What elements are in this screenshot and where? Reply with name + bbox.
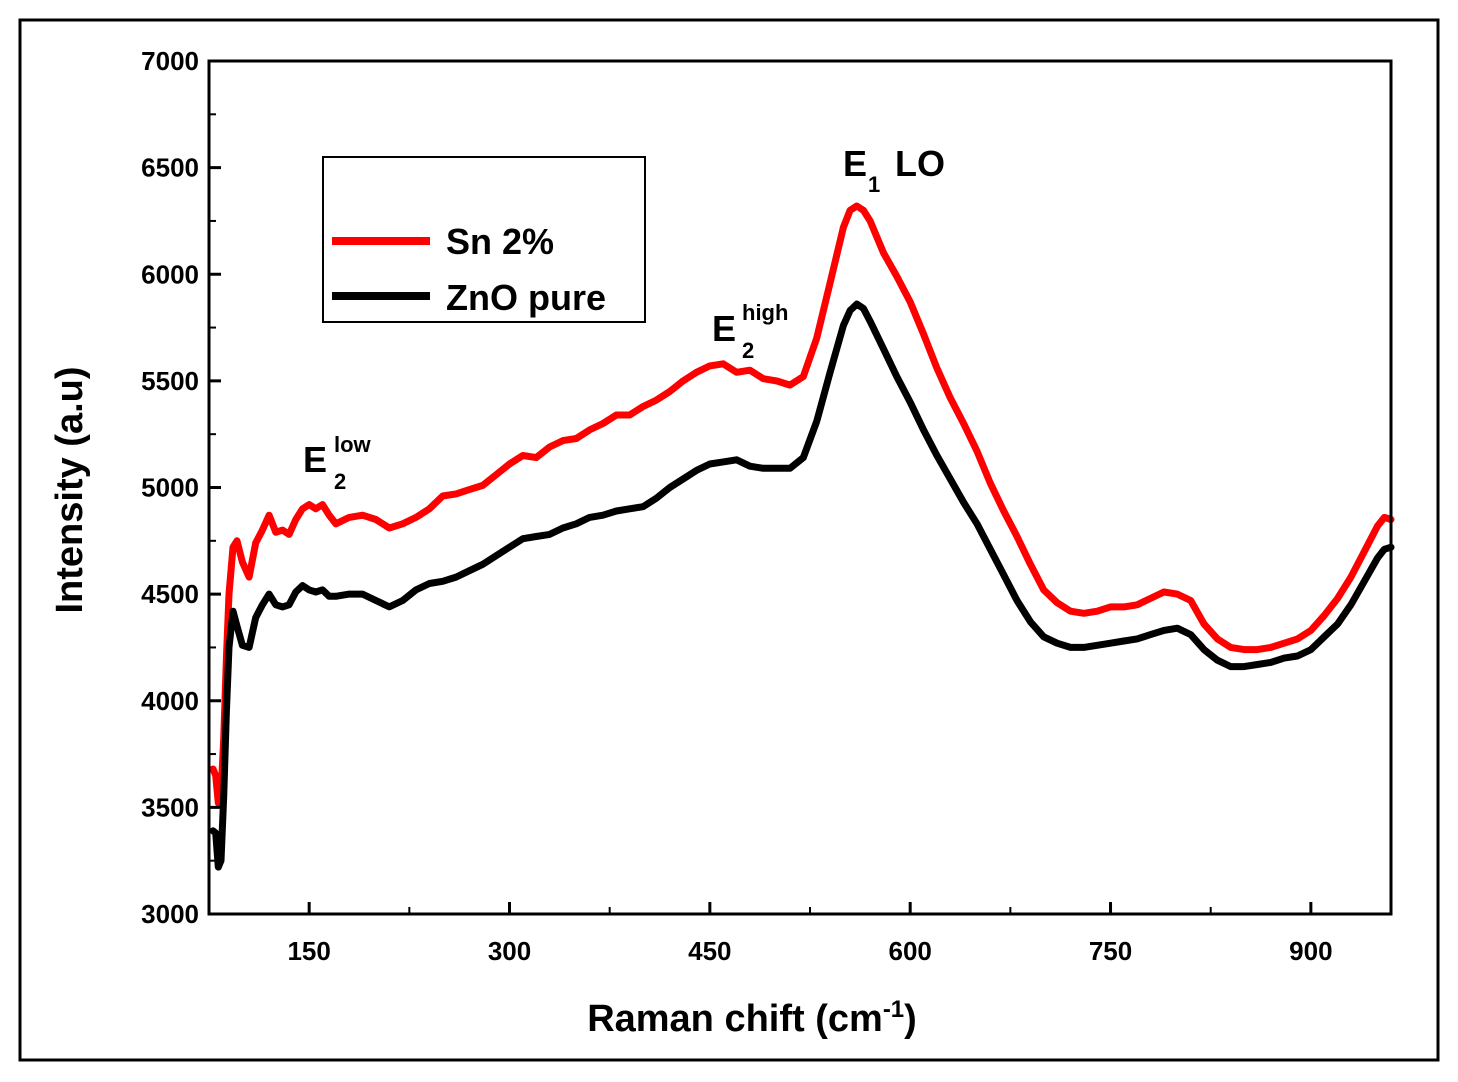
figure-frame: [18, 18, 1440, 1062]
y-tick-label: 6000: [141, 259, 199, 289]
x-tick-label: 750: [1089, 936, 1132, 966]
x-tick-label: 150: [287, 936, 330, 966]
legend-label-sn: Sn 2%: [446, 221, 554, 262]
x-tick-label: 900: [1289, 936, 1332, 966]
x-tick-label: 450: [688, 936, 731, 966]
legend-label-zno: ZnO pure: [446, 277, 606, 318]
x-axis-title: Raman chift (cm-1): [587, 996, 917, 1040]
x-axis-title-suffix: ): [904, 998, 917, 1040]
y-tick-label: 6500: [141, 153, 199, 183]
peak-e2low-base: E: [303, 439, 327, 480]
x-axis-title-main: Raman chift (cm: [587, 998, 883, 1040]
peak-e2high-base: E: [712, 308, 736, 349]
peak-label-e2high: E 2 high: [712, 300, 788, 363]
y-tick-label: 5000: [141, 473, 199, 503]
x-tick-label: 300: [488, 936, 531, 966]
y-tick-label: 3500: [141, 792, 199, 822]
y-tick-label: 7000: [141, 46, 199, 76]
y-axis-title: Intensity (a.u): [49, 366, 91, 613]
x-axis-title-superscript: -1: [883, 996, 904, 1023]
peak-e1lo-base: E: [843, 143, 867, 184]
peak-e2low-sup: low: [334, 432, 372, 457]
series-line-sn: [209, 202, 1395, 807]
y-tick-label: 4500: [141, 579, 199, 609]
series-line-zno: [209, 300, 1395, 871]
legend: Sn 2% ZnO pure: [322, 156, 646, 323]
y-tick-label: 3000: [141, 899, 199, 929]
plot-area: 3000 3500 4000 4500 5000 5500 6000 6500 7000 150 3…: [141, 46, 1395, 966]
peak-label-e2low: E 2 low: [303, 432, 372, 494]
peak-e2high-sub: 2: [742, 338, 754, 363]
y-tick-label: 5500: [141, 366, 199, 396]
peak-e2low-sub: 2: [334, 469, 346, 494]
peak-e1lo-sub: 1: [868, 172, 880, 197]
peak-e2high-sup: high: [742, 300, 788, 325]
x-tick-label: 600: [888, 936, 931, 966]
peak-e1lo-text: LO: [885, 143, 945, 184]
peak-label-e1lo: E 1 LO: [843, 143, 945, 197]
y-tick-label: 4000: [141, 686, 199, 716]
